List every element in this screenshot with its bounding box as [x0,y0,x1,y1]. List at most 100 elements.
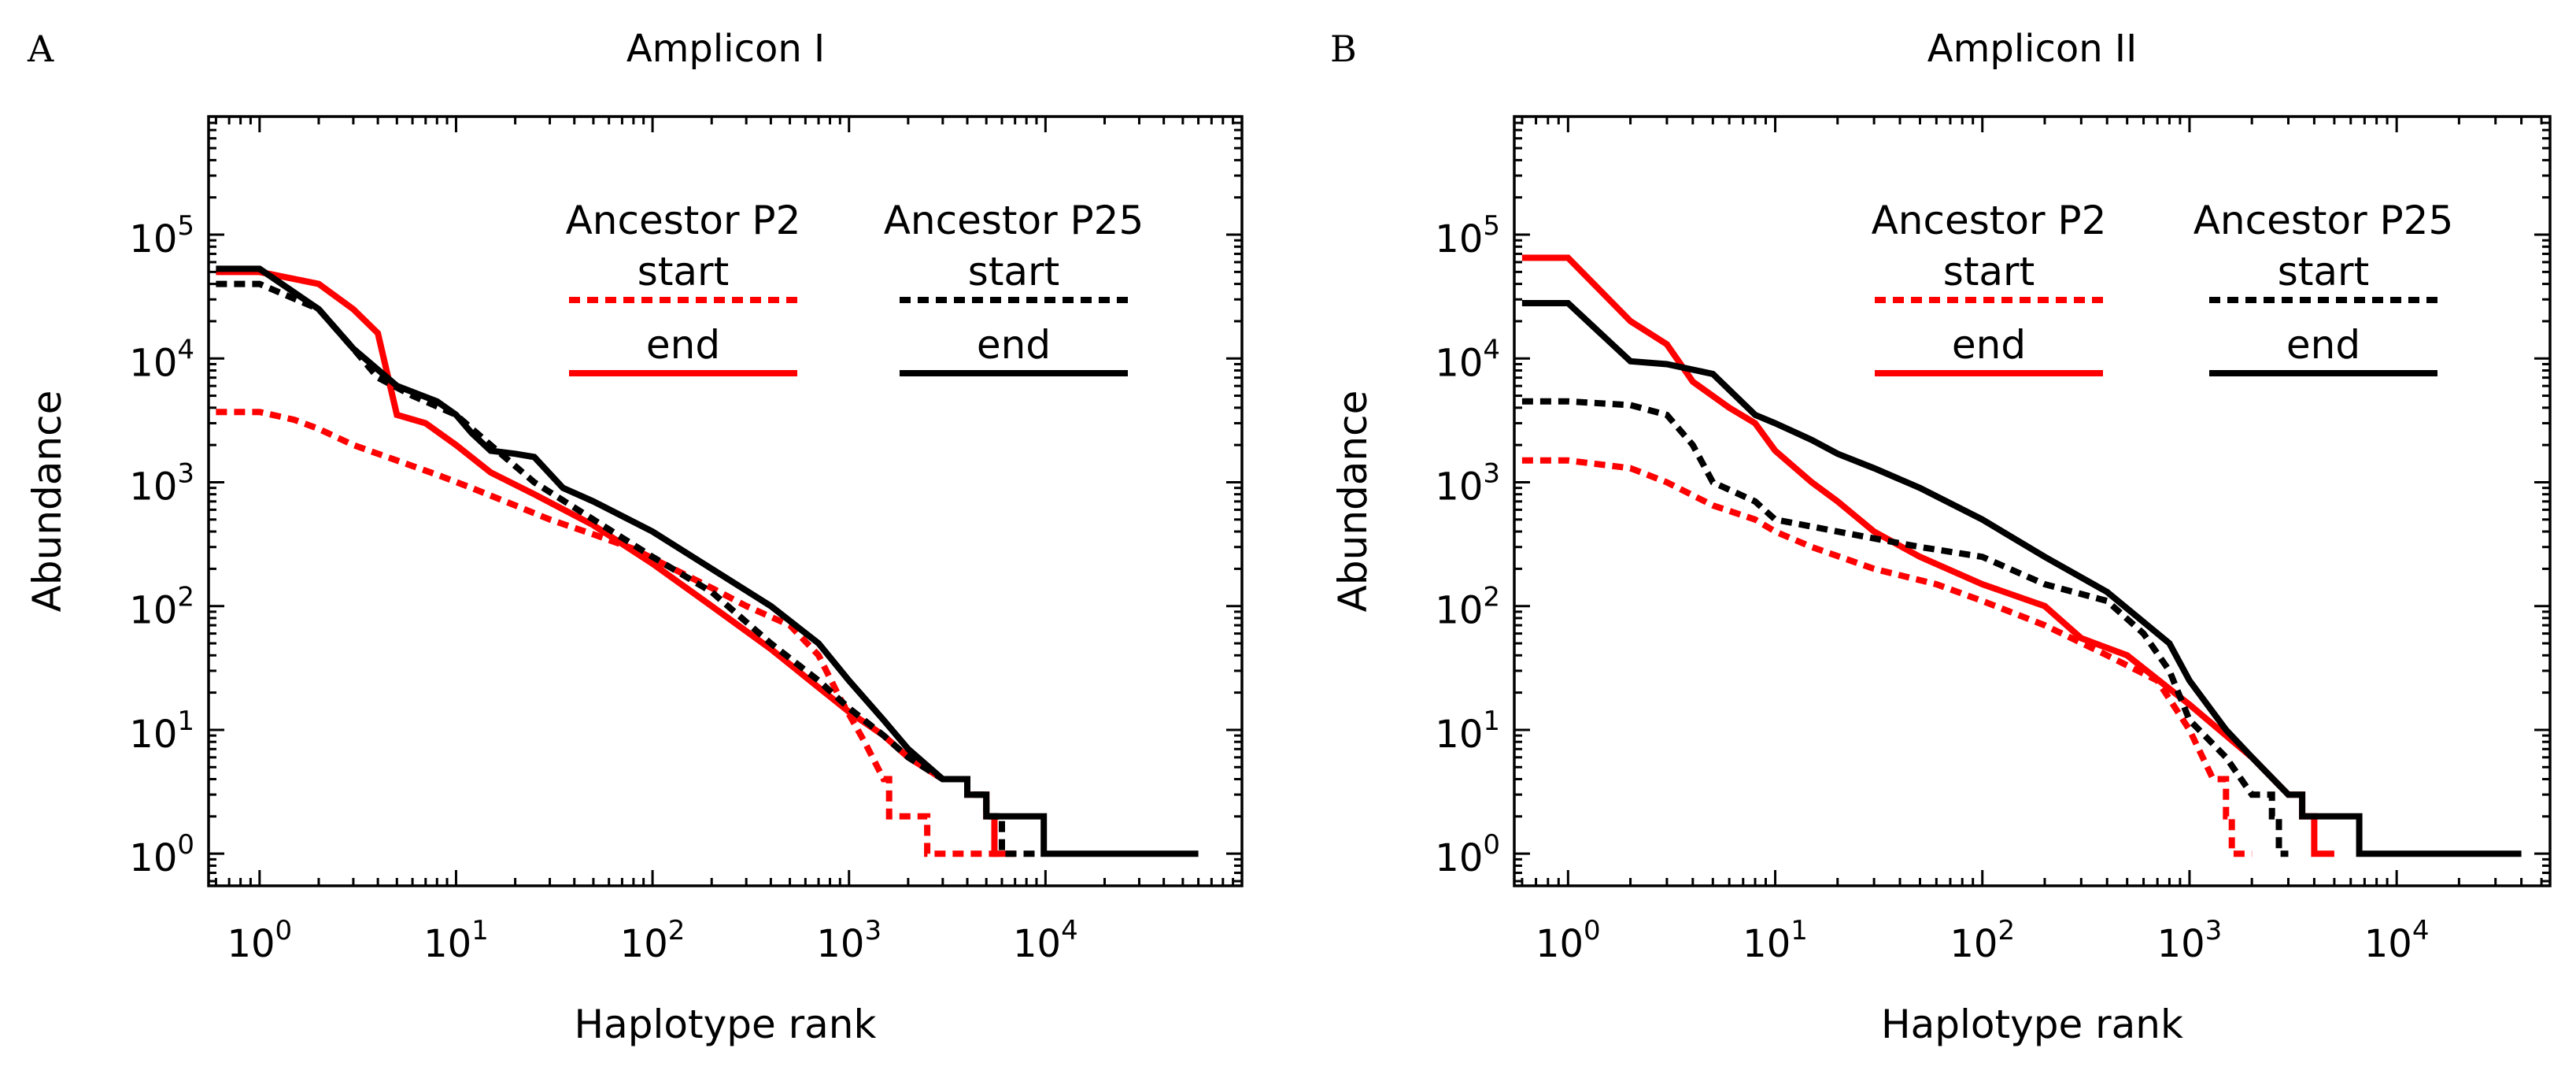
y-tick-base: 10 [1435,341,1483,385]
x-tick-exponent: 3 [2205,915,2223,946]
x-tick-base: 10 [2364,922,2412,966]
y-tick-label: 101 [1435,706,1500,757]
series-line-ancestor-p2-start [1521,457,2253,857]
x-tick-label: 102 [620,915,686,966]
y-tick-base: 10 [1435,836,1483,880]
tick-marks [209,115,1244,886]
y-tick-label: 103 [1435,457,1500,509]
y-tick-exponent: 5 [1483,210,1500,242]
x-tick-exponent: 2 [1998,915,2015,946]
y-tick-base: 10 [129,465,177,509]
y-tick-exponent: 0 [1483,829,1500,861]
legend-title: Ancestor P2 [1872,198,2107,243]
y-tick-label: 100 [1435,829,1500,880]
y-tick-label: 101 [129,706,194,757]
x-tick-label: 104 [1013,915,1078,966]
x-tick-label: 103 [816,915,881,966]
series-line-ancestor-p2-end [1521,254,2334,857]
x-tick-exponent: 4 [1061,915,1078,946]
series-line-ancestor-p25-end [216,265,1199,857]
legend-group-ancestor-p2: Ancestor P2 start end [566,198,801,376]
y-tick-base: 10 [1435,589,1483,633]
y-tick-label: 105 [1435,210,1500,261]
y-tick-base: 10 [129,713,177,757]
y-axis-label: Abundance [1330,391,1376,613]
legend-title: Ancestor P25 [2193,198,2454,243]
x-tick-base: 10 [1950,922,1998,966]
panel-label: B [1330,28,1357,70]
x-tick-label: 100 [227,915,292,966]
y-tick-exponent: 1 [177,706,194,737]
legend-end-label: end [2286,322,2360,368]
legend-end-label: end [977,322,1051,368]
legend-end-label: end [1952,322,2026,368]
legend-start-label: start [638,249,729,294]
x-tick-exponent: 1 [471,915,489,946]
x-tick-base: 10 [1013,922,1061,966]
x-axis-label: Haplotype rank [575,1002,877,1047]
series-group [1521,254,2522,857]
legend-start-label: start [2278,249,2369,294]
legend-end-label: end [646,322,720,368]
x-tick-exponent: 4 [2412,915,2430,946]
x-tick-label: 101 [1743,915,1808,966]
y-tick-label: 104 [1435,334,1500,385]
x-tick-base: 10 [2157,922,2205,966]
x-tick-exponent: 2 [668,915,686,946]
y-tick-base: 10 [1435,465,1483,509]
y-tick-base: 10 [1435,217,1483,261]
y-tick-label: 102 [1435,582,1500,633]
legend-group-ancestor-p25: Ancestor P25 start end [2193,198,2454,376]
y-tick-exponent: 3 [177,457,194,489]
y-tick-base: 10 [1435,713,1483,757]
x-tick-base: 10 [1536,922,1584,966]
series-line-ancestor-p25-start [1521,398,2289,857]
y-tick-base: 10 [129,341,177,385]
y-tick-label: 102 [129,582,194,633]
y-tick-exponent: 4 [177,334,194,365]
x-tick-base: 10 [227,922,275,966]
x-tick-base: 10 [423,922,471,966]
y-tick-base: 10 [129,836,177,880]
legend: Ancestor P2 start end Ancestor P25 start end [566,198,1144,376]
x-tick-label: 100 [1536,915,1601,966]
y-axis-label: Abundance [24,391,70,613]
chart-title: Amplicon II [1927,27,2137,71]
y-tick-exponent: 2 [1483,582,1500,613]
y-tick-exponent: 1 [1483,706,1500,737]
x-tick-base: 10 [816,922,864,966]
y-tick-base: 10 [129,589,177,633]
x-tick-exponent: 1 [1791,915,1808,946]
series-line-ancestor-p25-start [216,280,1037,857]
y-tick-label: 103 [129,457,194,509]
x-tick-exponent: 0 [275,915,293,946]
x-tick-exponent: 0 [1584,915,1601,946]
legend-start-label: start [1943,249,2035,294]
series-line-ancestor-p2-end [216,268,1015,857]
legend-group-ancestor-p2: Ancestor P2 start end [1872,198,2107,376]
series-line-ancestor-p25-end [1521,300,2522,857]
y-tick-label: 100 [129,829,194,880]
chart-title: Amplicon I [626,27,825,71]
panel-label: A [27,28,54,70]
y-tick-label: 104 [129,334,194,385]
y-tick-exponent: 2 [177,582,194,613]
legend-group-ancestor-p25: Ancestor P25 start end [884,198,1144,376]
x-tick-base: 10 [1743,922,1791,966]
legend-title: Ancestor P2 [566,198,801,243]
x-tick-base: 10 [620,922,668,966]
x-tick-label: 101 [423,915,489,966]
x-tick-exponent: 3 [864,915,881,946]
legend-title: Ancestor P25 [884,198,1144,243]
series-group [216,265,1199,857]
x-tick-label: 103 [2157,915,2223,966]
y-tick-label: 105 [129,210,194,261]
y-tick-exponent: 4 [1483,334,1500,365]
series-line-ancestor-p2-start [216,409,1000,857]
legend: Ancestor P2 start end Ancestor P25 start end [1872,198,2454,376]
y-tick-exponent: 0 [177,829,194,861]
legend-start-label: start [968,249,1059,294]
tick-marks [1514,115,2550,886]
y-tick-base: 10 [129,217,177,261]
